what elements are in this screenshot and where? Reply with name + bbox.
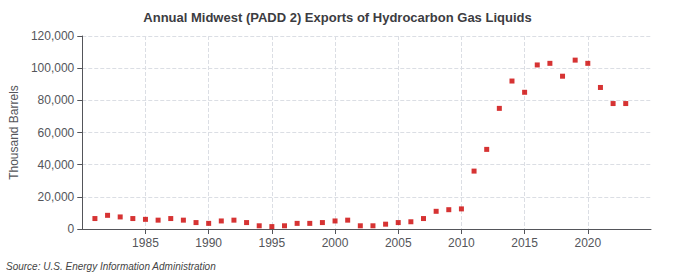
svg-text:2000: 2000 <box>322 236 349 250</box>
svg-text:60,000: 60,000 <box>38 126 75 140</box>
svg-text:Annual Midwest (PADD 2) Export: Annual Midwest (PADD 2) Exports of Hydro… <box>143 10 531 25</box>
svg-text:120,000: 120,000 <box>31 29 75 43</box>
svg-text:100,000: 100,000 <box>31 61 75 75</box>
svg-text:1990: 1990 <box>195 236 222 250</box>
svg-text:1985: 1985 <box>132 236 159 250</box>
svg-text:Thousand Barrels: Thousand Barrels <box>7 85 21 180</box>
svg-text:Source: U.S. Energy Informatio: Source: U.S. Energy Information Administ… <box>6 261 216 272</box>
svg-text:2005: 2005 <box>385 236 412 250</box>
svg-text:2020: 2020 <box>574 236 601 250</box>
svg-text:40,000: 40,000 <box>38 158 75 172</box>
svg-text:2010: 2010 <box>448 236 475 250</box>
svg-text:20,000: 20,000 <box>38 190 75 204</box>
svg-text:0: 0 <box>68 222 75 236</box>
svg-text:2015: 2015 <box>511 236 538 250</box>
svg-text:1995: 1995 <box>258 236 285 250</box>
svg-text:80,000: 80,000 <box>38 93 75 107</box>
